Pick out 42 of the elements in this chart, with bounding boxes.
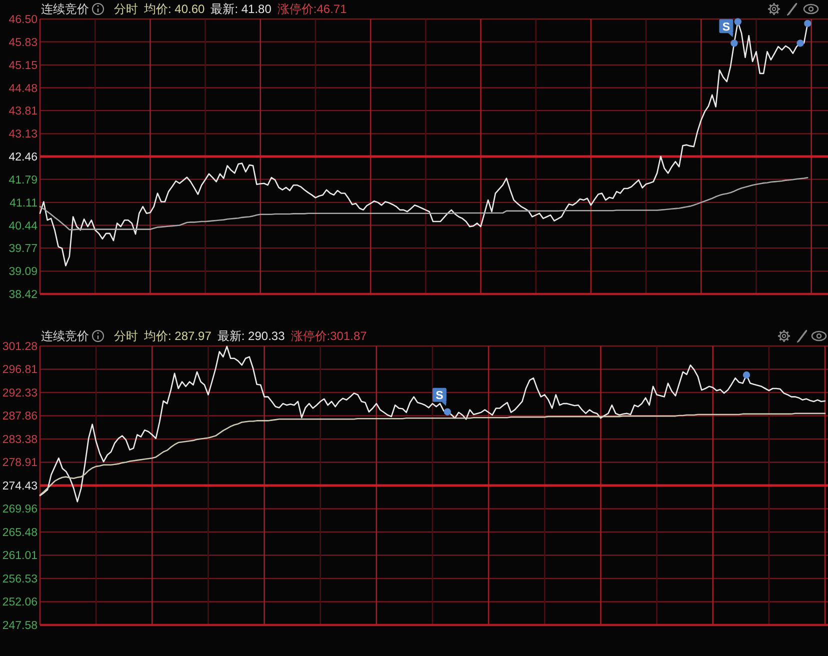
y-tick-label: 296.81 bbox=[2, 364, 38, 376]
y-tick-label: 43.81 bbox=[8, 106, 38, 118]
point bbox=[796, 40, 804, 47]
text: 分时 bbox=[114, 329, 138, 343]
y-tick-label: 274.43 bbox=[2, 480, 38, 492]
y-tick-label: 252.06 bbox=[2, 596, 38, 609]
y-tick-label: 39.77 bbox=[8, 243, 38, 256]
chart-title: 连续竞价 bbox=[41, 329, 89, 343]
y-tick-label: 42.46 bbox=[8, 152, 38, 164]
y-tick-label: 41.79 bbox=[8, 174, 38, 186]
y-tick-label: 283.38 bbox=[2, 434, 38, 446]
text: 涨停价:301.87 bbox=[290, 329, 368, 343]
y-tick-label: 39.09 bbox=[8, 266, 38, 278]
y-tick-label: 40.44 bbox=[8, 220, 38, 232]
y-tick-label: 256.53 bbox=[2, 574, 38, 586]
y-tick-label: 43.13 bbox=[8, 128, 38, 141]
text: 均价: 40.60 bbox=[143, 2, 206, 16]
point bbox=[734, 18, 742, 26]
y-tick-label: 46.50 bbox=[8, 14, 38, 26]
y-tick-label: 38.42 bbox=[8, 289, 38, 301]
text: 涨停价:46.71 bbox=[277, 2, 348, 16]
text: 最新: 41.80 bbox=[210, 2, 272, 16]
y-tick-label: 261.01 bbox=[2, 550, 38, 562]
point bbox=[804, 20, 812, 28]
data-label: S bbox=[722, 21, 730, 34]
y-tick-label: 45.15 bbox=[8, 60, 38, 72]
point bbox=[730, 40, 738, 47]
y-tick-label: 269.96 bbox=[2, 504, 38, 516]
text: 最新: 290.33 bbox=[217, 329, 286, 343]
y-tick-label: 41.11 bbox=[10, 197, 38, 210]
y-tick-label: 45.83 bbox=[8, 36, 38, 49]
y-tick-label: 292.33 bbox=[2, 388, 38, 400]
data-label: S bbox=[436, 390, 444, 402]
y-tick-label: 265.48 bbox=[2, 527, 38, 539]
y-tick-label: 287.86 bbox=[2, 410, 38, 423]
text: 均价: 287.97 bbox=[143, 329, 212, 343]
chart-title: 连续竞价 bbox=[41, 2, 89, 16]
y-tick-label: 278.91 bbox=[2, 457, 38, 470]
text: 分时 bbox=[114, 2, 138, 16]
y-tick-label: 247.58 bbox=[2, 620, 38, 632]
y-tick-label: 44.48 bbox=[8, 82, 38, 95]
y-tick-label: 301.28 bbox=[2, 341, 38, 353]
